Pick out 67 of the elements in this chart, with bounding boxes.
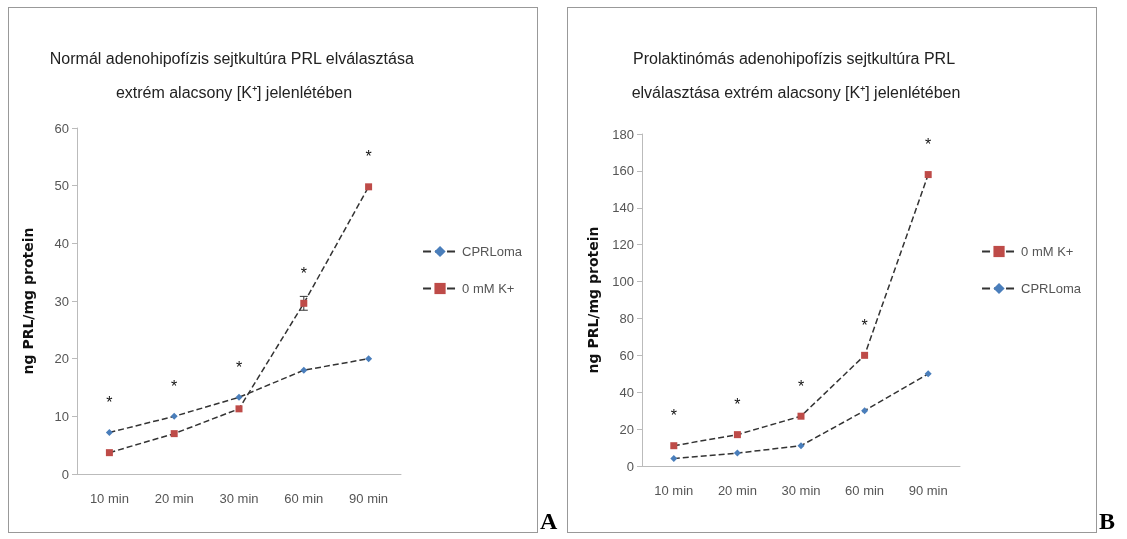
x-tick-label: 60 min: [284, 491, 324, 506]
x-tick-label: 60 min: [845, 483, 885, 498]
point: [235, 405, 243, 413]
y-tick-label: 160: [612, 163, 634, 179]
legend-label: CPRLoma: [1021, 281, 1082, 296]
point: [170, 430, 178, 438]
y-tick-label: 40: [54, 235, 69, 251]
point: [670, 442, 678, 450]
x-tick-label: 10 min: [654, 483, 694, 498]
y-tick-label: 80: [619, 310, 634, 326]
text: A: [540, 508, 558, 535]
point: [670, 455, 678, 463]
y-tick-label: 180: [612, 126, 634, 142]
y-tick-label: 120: [612, 237, 634, 253]
annotation: *: [734, 396, 741, 414]
point: [170, 412, 178, 420]
point: [797, 442, 805, 450]
y-tick-label: 140: [612, 200, 634, 216]
y-axis-title: ng PRL/mg protein: [585, 226, 601, 374]
annotation: *: [925, 136, 932, 154]
y-tick-label: 20: [619, 421, 634, 437]
y-tick-label: 30: [54, 293, 69, 309]
point: [105, 449, 113, 457]
y-tick-label: 100: [612, 274, 634, 290]
point: [105, 428, 113, 436]
annotation: *: [171, 377, 178, 395]
y-tick-label: 60: [619, 347, 634, 363]
x-tick-label: 90 min: [908, 483, 948, 498]
point: [797, 412, 805, 420]
y-tick-label: 0: [61, 466, 69, 482]
point: [733, 431, 741, 439]
point: [861, 407, 869, 415]
y-tick-label: 20: [54, 351, 69, 367]
x-tick-label: 90 min: [349, 491, 389, 506]
point: [365, 183, 373, 191]
x-tick-label: 20 min: [717, 483, 757, 498]
point: [861, 351, 869, 359]
annotation: *: [670, 407, 677, 425]
x-tick-label: 30 min: [219, 491, 259, 506]
point: [365, 355, 373, 363]
y-tick-label: 40: [619, 384, 634, 400]
point: [924, 370, 932, 378]
legend-label: CPRLoma: [462, 244, 523, 259]
x-tick-label: 30 min: [781, 483, 821, 498]
y-tick-label: 60: [54, 120, 69, 136]
y-axis-title: ng PRL/mg protein: [20, 227, 36, 375]
point: [733, 449, 741, 457]
legend-label: 0 mM K+: [462, 281, 515, 296]
annotation: *: [861, 316, 868, 334]
x-tick-label: 20 min: [154, 491, 194, 506]
y-tick-label: 10: [54, 408, 69, 424]
text: B: [1099, 508, 1116, 535]
x-tick-label: 10 min: [89, 491, 129, 506]
annotation: *: [300, 264, 307, 282]
chart-title: Normál adenohipofízis sejtkultúra PRL elválasztása extrém alacsony [K⁺] jelenlétében: [49, 49, 419, 101]
point: [300, 366, 308, 374]
y-tick-label: 50: [54, 178, 69, 194]
annotation: *: [365, 148, 372, 166]
point: [235, 393, 243, 401]
y-tick-label: 0: [626, 458, 634, 474]
annotation: *: [106, 393, 113, 411]
annotation: *: [797, 377, 805, 395]
point: [924, 171, 932, 179]
annotation: *: [235, 358, 243, 376]
legend-label: 0 mM K+: [1021, 244, 1074, 259]
point: [300, 299, 308, 307]
chart-title: Prolaktinómás adenohipofízis sejtkultúra PRL elválasztása extrém alacsony [K⁺] jelenlétében: [631, 49, 961, 101]
